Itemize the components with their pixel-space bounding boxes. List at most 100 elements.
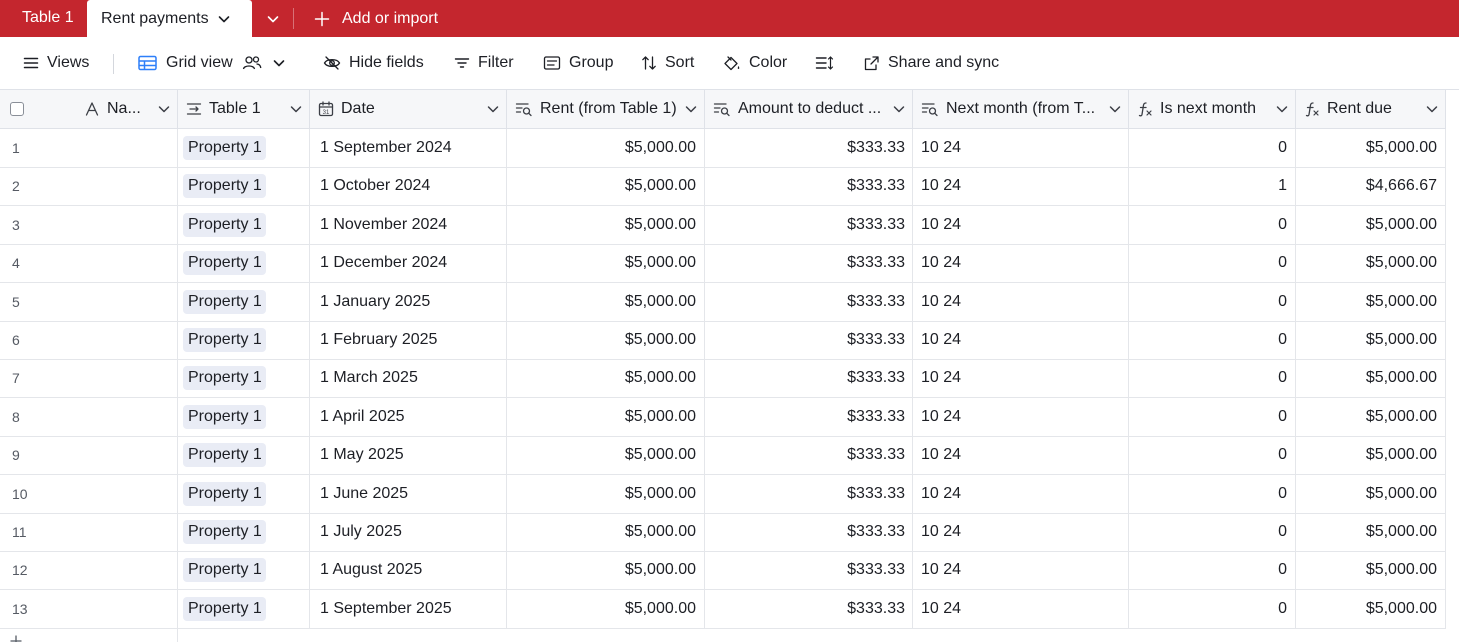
amount-cell[interactable]: $333.33 bbox=[705, 551, 913, 590]
linked-record-chip[interactable]: Property 1 bbox=[183, 289, 266, 314]
rent-due-cell[interactable]: $5,000.00 bbox=[1296, 589, 1446, 628]
rent-cell[interactable]: $5,000.00 bbox=[507, 551, 705, 590]
is-next-month-cell[interactable]: 0 bbox=[1129, 551, 1296, 590]
next-month-cell[interactable]: 10 24 bbox=[913, 436, 1129, 475]
tables-menu-button[interactable] bbox=[253, 0, 293, 37]
rent-cell[interactable]: $5,000.00 bbox=[507, 513, 705, 551]
chevron-down-icon[interactable] bbox=[1269, 102, 1295, 116]
rent-cell[interactable]: $5,000.00 bbox=[507, 436, 705, 475]
rent-due-cell[interactable]: $5,000.00 bbox=[1296, 359, 1446, 398]
amount-cell[interactable]: $333.33 bbox=[705, 321, 913, 359]
table-row[interactable]: 6 Property 1 1 February 2025 $5,000.00 $… bbox=[0, 321, 1446, 360]
next-month-cell[interactable]: 10 24 bbox=[913, 167, 1129, 206]
linked-record-cell[interactable]: Property 1 bbox=[178, 551, 310, 590]
table-row[interactable]: 4 Property 1 1 December 2024 $5,000.00 $… bbox=[0, 244, 1446, 284]
date-cell[interactable]: 1 September 2025 bbox=[310, 589, 507, 628]
chevron-down-icon[interactable] bbox=[886, 102, 912, 116]
linked-record-cell[interactable]: Property 1 bbox=[178, 397, 310, 436]
linked-record-chip[interactable]: Property 1 bbox=[183, 136, 266, 160]
date-cell[interactable]: 1 May 2025 bbox=[310, 436, 507, 475]
next-month-cell[interactable]: 10 24 bbox=[913, 589, 1129, 628]
rent-due-cell[interactable]: $5,000.00 bbox=[1296, 321, 1446, 359]
date-cell[interactable]: 1 March 2025 bbox=[310, 359, 507, 398]
chevron-down-icon[interactable] bbox=[1419, 102, 1445, 116]
table-row[interactable]: 3 Property 1 1 November 2024 $5,000.00 $… bbox=[0, 205, 1446, 245]
table-row[interactable]: 12 Property 1 1 August 2025 $5,000.00 $3… bbox=[0, 551, 1446, 591]
linked-record-cell[interactable]: Property 1 bbox=[178, 321, 310, 359]
table-row[interactable]: 8 Property 1 1 April 2025 $5,000.00 $333… bbox=[0, 397, 1446, 437]
table-row[interactable]: 2 Property 1 1 October 2024 $5,000.00 $3… bbox=[0, 167, 1446, 207]
rent-due-cell[interactable]: $5,000.00 bbox=[1296, 551, 1446, 590]
linked-record-cell[interactable]: Property 1 bbox=[178, 589, 310, 628]
grid-view-button[interactable]: Grid view bbox=[138, 37, 294, 89]
linked-record-cell[interactable]: Property 1 bbox=[178, 513, 310, 551]
share-and-sync-button[interactable]: Share and sync bbox=[863, 37, 999, 89]
linked-record-chip[interactable]: Property 1 bbox=[183, 558, 266, 583]
amount-cell[interactable]: $333.33 bbox=[705, 359, 913, 398]
is-next-month-cell[interactable]: 0 bbox=[1129, 513, 1296, 551]
linked-record-cell[interactable]: Property 1 bbox=[178, 244, 310, 283]
is-next-month-cell[interactable]: 0 bbox=[1129, 205, 1296, 244]
rent-due-cell[interactable]: $5,000.00 bbox=[1296, 205, 1446, 244]
rent-cell[interactable]: $5,000.00 bbox=[507, 244, 705, 283]
chevron-down-icon[interactable] bbox=[151, 102, 177, 116]
is-next-month-cell[interactable]: 0 bbox=[1129, 436, 1296, 475]
table-row[interactable]: 1 Property 1 1 September 2024 $5,000.00 … bbox=[0, 129, 1446, 168]
date-cell[interactable]: 1 December 2024 bbox=[310, 244, 507, 283]
linked-record-cell[interactable]: Property 1 bbox=[178, 282, 310, 321]
amount-cell[interactable]: $333.33 bbox=[705, 436, 913, 475]
amount-cell[interactable]: $333.33 bbox=[705, 167, 913, 206]
table-row[interactable]: 7 Property 1 1 March 2025 $5,000.00 $333… bbox=[0, 359, 1446, 399]
is-next-month-cell[interactable]: 0 bbox=[1129, 397, 1296, 436]
date-cell[interactable]: 1 January 2025 bbox=[310, 282, 507, 321]
rent-due-cell[interactable]: $5,000.00 bbox=[1296, 244, 1446, 283]
tab-table-1[interactable]: Table 1 bbox=[22, 9, 74, 26]
is-next-month-cell[interactable]: 0 bbox=[1129, 589, 1296, 628]
date-cell[interactable]: 1 April 2025 bbox=[310, 397, 507, 436]
linked-record-cell[interactable]: Property 1 bbox=[178, 474, 310, 513]
rent-cell[interactable]: $5,000.00 bbox=[507, 167, 705, 206]
amount-cell[interactable]: $333.33 bbox=[705, 397, 913, 436]
column-header-table1[interactable]: Table 1 bbox=[178, 90, 310, 128]
table-row[interactable]: 5 Property 1 1 January 2025 $5,000.00 $3… bbox=[0, 282, 1446, 322]
linked-record-cell[interactable]: Property 1 bbox=[178, 205, 310, 244]
linked-record-cell[interactable]: Property 1 bbox=[178, 436, 310, 475]
rent-cell[interactable]: $5,000.00 bbox=[507, 282, 705, 321]
next-month-cell[interactable]: 10 24 bbox=[913, 397, 1129, 436]
is-next-month-cell[interactable]: 0 bbox=[1129, 474, 1296, 513]
rent-due-cell[interactable]: $5,000.00 bbox=[1296, 129, 1446, 167]
table-row[interactable]: 10 Property 1 1 June 2025 $5,000.00 $333… bbox=[0, 474, 1446, 514]
column-header-amount[interactable]: Amount to deduct ... bbox=[705, 90, 913, 128]
rent-cell[interactable]: $5,000.00 bbox=[507, 321, 705, 359]
chevron-down-icon[interactable] bbox=[480, 102, 506, 116]
linked-record-chip[interactable]: Property 1 bbox=[183, 212, 266, 237]
plus-icon[interactable] bbox=[10, 635, 22, 642]
linked-record-chip[interactable]: Property 1 bbox=[183, 404, 266, 429]
table-row[interactable]: 9 Property 1 1 May 2025 $5,000.00 $333.3… bbox=[0, 436, 1446, 476]
next-month-cell[interactable]: 10 24 bbox=[913, 359, 1129, 398]
rent-cell[interactable]: $5,000.00 bbox=[507, 397, 705, 436]
next-month-cell[interactable]: 10 24 bbox=[913, 474, 1129, 513]
hide-fields-button[interactable]: Hide fields bbox=[323, 37, 424, 89]
amount-cell[interactable]: $333.33 bbox=[705, 129, 913, 167]
sort-button[interactable]: Sort bbox=[641, 37, 694, 89]
rent-cell[interactable]: $5,000.00 bbox=[507, 359, 705, 398]
chevron-down-icon[interactable] bbox=[283, 102, 309, 116]
column-header-name[interactable]: Na... bbox=[0, 90, 178, 128]
chevron-down-icon[interactable] bbox=[217, 12, 231, 26]
rent-cell[interactable]: $5,000.00 bbox=[507, 589, 705, 628]
linked-record-chip[interactable]: Property 1 bbox=[183, 251, 266, 276]
date-cell[interactable]: 1 October 2024 bbox=[310, 167, 507, 206]
rent-cell[interactable]: $5,000.00 bbox=[507, 205, 705, 244]
filter-button[interactable]: Filter bbox=[454, 37, 514, 89]
rent-cell[interactable]: $5,000.00 bbox=[507, 474, 705, 513]
date-cell[interactable]: 1 July 2025 bbox=[310, 513, 507, 551]
rent-due-cell[interactable]: $4,666.67 bbox=[1296, 167, 1446, 206]
color-button[interactable]: Color bbox=[722, 37, 787, 89]
group-button[interactable]: Group bbox=[543, 37, 613, 89]
linked-record-chip[interactable]: Property 1 bbox=[183, 596, 266, 621]
date-cell[interactable]: 1 June 2025 bbox=[310, 474, 507, 513]
linked-record-cell[interactable]: Property 1 bbox=[178, 167, 310, 206]
rent-due-cell[interactable]: $5,000.00 bbox=[1296, 436, 1446, 475]
amount-cell[interactable]: $333.33 bbox=[705, 513, 913, 551]
